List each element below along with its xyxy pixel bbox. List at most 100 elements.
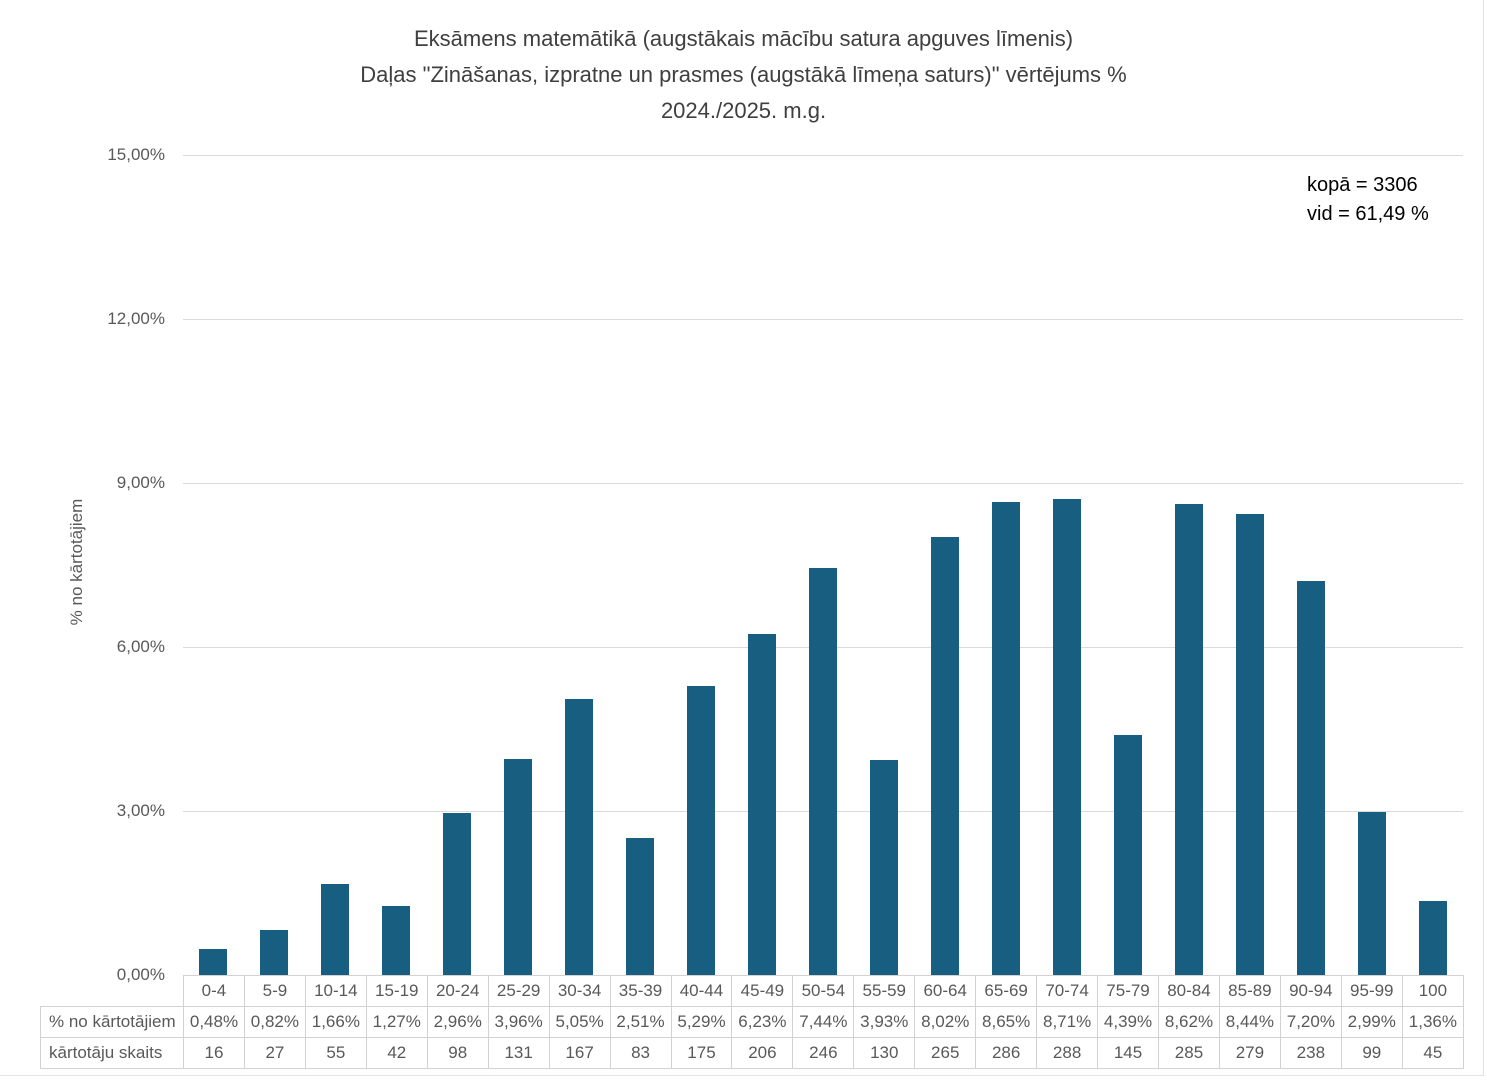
y-tick-label: 9,00% bbox=[116, 473, 165, 492]
bar-slot-85-89 bbox=[1219, 155, 1280, 975]
bar-slot-70-74 bbox=[1036, 155, 1097, 975]
bar-20-24 bbox=[443, 813, 472, 975]
bar-75-79 bbox=[1113, 735, 1142, 975]
bar-slot-10-14 bbox=[305, 155, 366, 975]
percent-row-label: % no kārtotājiem bbox=[40, 1006, 184, 1038]
bar-slot-0-4 bbox=[183, 155, 244, 975]
category-header-row-cell-90-94: 90-94 bbox=[1279, 975, 1342, 1007]
chart-title: Eksāmens matemātikā (augstākais mācību s… bbox=[0, 21, 1487, 129]
bar-slot-5-9 bbox=[244, 155, 305, 975]
category-header-row-cell-35-39: 35-39 bbox=[609, 975, 672, 1007]
bar-slot-25-29 bbox=[488, 155, 549, 975]
bar-90-94 bbox=[1296, 581, 1325, 975]
count-row-cell-40-44: 175 bbox=[670, 1037, 733, 1069]
count-row-cell-25-29: 131 bbox=[487, 1037, 550, 1069]
count-row-cell-20-24: 98 bbox=[426, 1037, 489, 1069]
category-header-row-cell-10-14: 10-14 bbox=[304, 975, 367, 1007]
percent-row-cell-5-9: 0,82% bbox=[243, 1006, 306, 1038]
bar-40-44 bbox=[687, 685, 716, 975]
average-value-label: vid = 61,49 % bbox=[1307, 203, 1429, 225]
count-row-cell-5-9: 27 bbox=[243, 1037, 306, 1069]
bar-slot-60-64 bbox=[914, 155, 975, 975]
percent-row-cell-20-24: 2,96% bbox=[426, 1006, 489, 1038]
bar-series bbox=[183, 155, 1463, 975]
bar-slot-95-99 bbox=[1341, 155, 1402, 975]
count-row-cell-0-4: 16 bbox=[183, 1037, 245, 1069]
percent-row-cell-35-39: 2,51% bbox=[609, 1006, 672, 1038]
count-row-cell-30-34: 167 bbox=[548, 1037, 611, 1069]
bar-slot-80-84 bbox=[1158, 155, 1219, 975]
category-header-row-cell-85-89: 85-89 bbox=[1218, 975, 1281, 1007]
bar-slot-30-34 bbox=[549, 155, 610, 975]
count-row-cell-60-64: 265 bbox=[914, 1037, 977, 1069]
percent-row-cell-90-94: 7,20% bbox=[1279, 1006, 1342, 1038]
count-row-cell-15-19: 42 bbox=[365, 1037, 428, 1069]
chart-title-line1: Eksāmens matemātikā (augstākais mācību s… bbox=[413, 26, 1074, 51]
percent-row-cell-10-14: 1,66% bbox=[304, 1006, 367, 1038]
count-row: kārtotāju skaits 16 27 55 42 98 131 167 83 175 206… bbox=[40, 1037, 1465, 1069]
y-axis-title: % no kārtotājiem bbox=[67, 498, 86, 626]
category-header-row-cell-60-64: 60-64 bbox=[914, 975, 977, 1007]
bar-slot-90-94 bbox=[1280, 155, 1341, 975]
percent-row-cell-65-69: 8,65% bbox=[975, 1006, 1038, 1038]
bar-100 bbox=[1418, 900, 1447, 975]
bar-70-74 bbox=[1052, 498, 1081, 975]
category-header-row-cell-15-19: 15-19 bbox=[365, 975, 428, 1007]
bar-55-59 bbox=[869, 760, 898, 975]
count-row-cell-95-99: 99 bbox=[1340, 1037, 1403, 1069]
percent-row-cell-95-99: 2,99% bbox=[1340, 1006, 1403, 1038]
bar-slot-20-24 bbox=[427, 155, 488, 975]
count-row-cell-45-49: 206 bbox=[731, 1037, 794, 1069]
count-row-cell-85-89: 279 bbox=[1218, 1037, 1281, 1069]
plot-area bbox=[183, 155, 1463, 975]
bar-50-54 bbox=[809, 568, 837, 975]
category-header-row-cell-5-9: 5-9 bbox=[243, 975, 306, 1007]
y-axis-tick-labels: 15,00% 12,00% 9,00% 6,00% 3,00% 0,00% bbox=[55, 145, 165, 984]
count-row-cell-50-54: 246 bbox=[792, 1037, 855, 1069]
percent-row-cell-85-89: 8,44% bbox=[1218, 1006, 1281, 1038]
category-header-row-cell-45-49: 45-49 bbox=[731, 975, 794, 1007]
bar-60-64 bbox=[930, 536, 959, 975]
category-header-row-cell-95-99: 95-99 bbox=[1340, 975, 1403, 1007]
count-row-label: kārtotāju skaits bbox=[40, 1037, 184, 1069]
category-header-row-cell-50-54: 50-54 bbox=[792, 975, 855, 1007]
percent-row-cell-40-44: 5,29% bbox=[670, 1006, 733, 1038]
y-tick-label: 12,00% bbox=[107, 309, 165, 328]
count-row-cell-55-59: 130 bbox=[853, 1037, 916, 1069]
percent-row-cell-30-34: 5,05% bbox=[548, 1006, 611, 1038]
category-header-row-cell-30-34: 30-34 bbox=[548, 975, 611, 1007]
bar-25-29 bbox=[504, 758, 533, 975]
bar-slot-65-69 bbox=[975, 155, 1036, 975]
category-header-row: 0-4 5-9 10-14 15-19 20-24 25-29 30-34 35-39 40-4… bbox=[41, 975, 1465, 1007]
gridline-15pct bbox=[183, 155, 1463, 156]
category-header-row-cell-80-84: 80-84 bbox=[1158, 975, 1220, 1007]
percent-row-cell-15-19: 1,27% bbox=[365, 1006, 428, 1038]
bar-35-39 bbox=[626, 837, 655, 975]
category-header-row-cell-25-29: 25-29 bbox=[487, 975, 550, 1007]
count-row-cell-70-74: 288 bbox=[1036, 1037, 1099, 1069]
y-tick-label: 6,00% bbox=[116, 637, 165, 656]
y-tick-label: 0,00% bbox=[116, 965, 165, 984]
percent-row-cell-50-54: 7,44% bbox=[792, 1006, 855, 1038]
percent-row-cell-0-4: 0,48% bbox=[183, 1006, 245, 1038]
bar-80-84 bbox=[1174, 503, 1203, 975]
bar-slot-40-44 bbox=[671, 155, 732, 975]
percent-row-cell-55-59: 3,93% bbox=[853, 1006, 916, 1038]
count-row-cell-90-94: 238 bbox=[1279, 1037, 1342, 1069]
table-corner-blank bbox=[41, 976, 184, 1007]
category-header-row-cell-0-4: 0-4 bbox=[183, 975, 245, 1007]
percent-row-cell-80-84: 8,62% bbox=[1158, 1006, 1220, 1038]
bar-slot-55-59 bbox=[853, 155, 914, 975]
bar-15-19 bbox=[382, 905, 411, 975]
gridline-9pct bbox=[183, 483, 1463, 484]
count-row-cell-10-14: 55 bbox=[304, 1037, 367, 1069]
category-header-row-cell-20-24: 20-24 bbox=[426, 975, 489, 1007]
bar-30-34 bbox=[565, 698, 594, 975]
bar-0-4 bbox=[199, 948, 228, 975]
bar-45-49 bbox=[748, 634, 777, 975]
bar-slot-45-49 bbox=[732, 155, 793, 975]
chart-title-line3: 2024./2025. m.g. bbox=[660, 98, 827, 123]
bar-slot-35-39 bbox=[610, 155, 671, 975]
chart-title-line2: Daļas "Zināšanas, izpratne un prasmes (a… bbox=[360, 62, 1127, 87]
y-tick-label: 15,00% bbox=[107, 145, 165, 164]
